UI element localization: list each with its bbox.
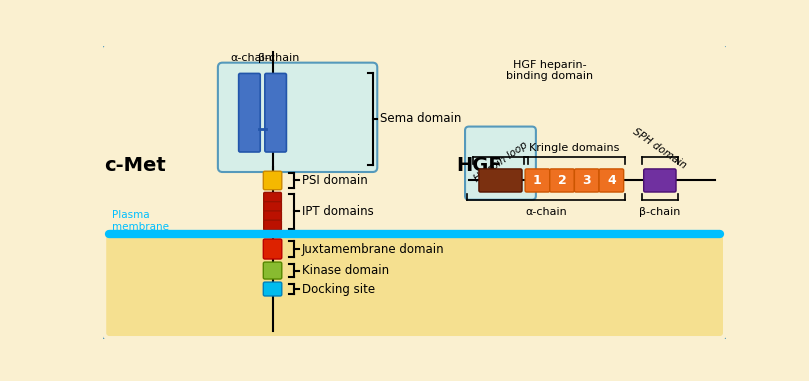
Text: PSI domain: PSI domain	[302, 174, 367, 187]
Text: Juxtamembrane domain: Juxtamembrane domain	[302, 242, 444, 256]
FancyBboxPatch shape	[264, 220, 282, 230]
Text: HGF heparin-
binding domain: HGF heparin- binding domain	[506, 59, 593, 81]
FancyBboxPatch shape	[265, 74, 286, 152]
FancyBboxPatch shape	[644, 169, 676, 192]
Text: Plasma
membrane: Plasma membrane	[112, 210, 169, 232]
Text: Kinase domain: Kinase domain	[302, 264, 389, 277]
Text: IPT domains: IPT domains	[302, 205, 374, 218]
Text: Sema domain: Sema domain	[380, 112, 462, 125]
FancyBboxPatch shape	[264, 202, 282, 212]
FancyBboxPatch shape	[218, 62, 377, 172]
FancyBboxPatch shape	[263, 262, 282, 279]
FancyBboxPatch shape	[264, 192, 282, 202]
FancyBboxPatch shape	[263, 239, 282, 259]
Text: α-chain: α-chain	[230, 53, 272, 62]
FancyBboxPatch shape	[106, 231, 723, 336]
FancyBboxPatch shape	[465, 126, 536, 200]
Text: 1: 1	[533, 174, 542, 187]
FancyBboxPatch shape	[525, 169, 550, 192]
Text: Kringle domains: Kringle domains	[529, 143, 620, 153]
Text: SPH domain: SPH domain	[631, 126, 688, 170]
FancyBboxPatch shape	[599, 169, 624, 192]
Text: 2: 2	[557, 174, 566, 187]
Text: 4: 4	[607, 174, 616, 187]
Text: 3: 3	[582, 174, 591, 187]
FancyBboxPatch shape	[102, 44, 727, 341]
FancyBboxPatch shape	[263, 282, 282, 296]
FancyBboxPatch shape	[574, 169, 599, 192]
FancyBboxPatch shape	[263, 171, 282, 190]
FancyBboxPatch shape	[550, 169, 574, 192]
Text: Hairpin loop: Hairpin loop	[472, 140, 529, 184]
FancyBboxPatch shape	[479, 169, 522, 192]
FancyBboxPatch shape	[239, 74, 260, 152]
Text: c-Met: c-Met	[104, 155, 167, 174]
Text: β-chain: β-chain	[258, 53, 299, 62]
Text: β-chain: β-chain	[639, 207, 680, 218]
Text: HGF: HGF	[455, 155, 502, 174]
FancyBboxPatch shape	[264, 211, 282, 221]
Text: α-chain: α-chain	[525, 207, 567, 218]
Text: Docking site: Docking site	[302, 283, 375, 296]
